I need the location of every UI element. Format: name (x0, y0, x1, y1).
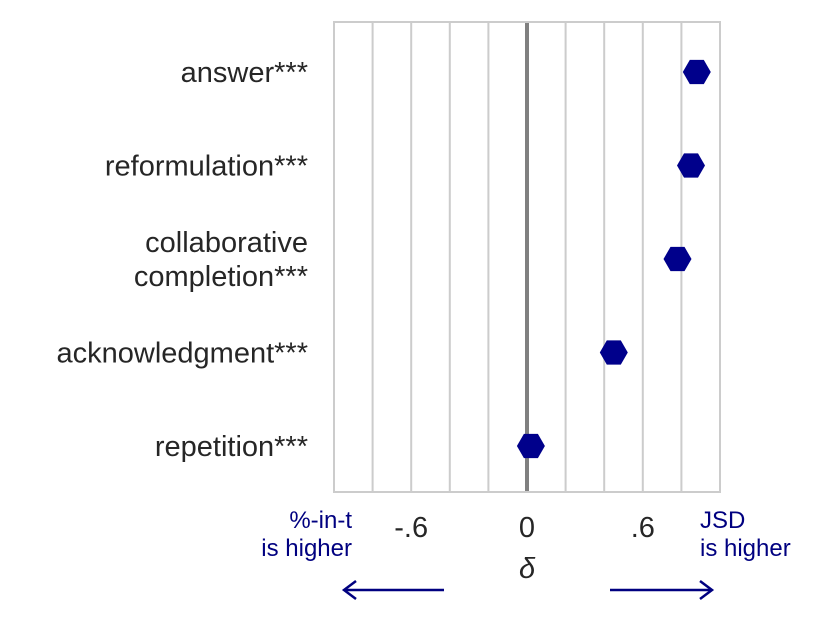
right-note: is higher (700, 535, 791, 562)
x-axis-label: δ (519, 553, 536, 585)
left-note: is higher (261, 535, 352, 562)
data-point-4 (599, 340, 628, 365)
category-label: acknowledgment*** (57, 338, 308, 370)
category-label: answer*** (181, 57, 308, 89)
x-tick-label: 0 (519, 512, 535, 544)
data-point-2 (677, 153, 705, 178)
data-point-1 (682, 59, 711, 85)
right-arrow-head (699, 580, 715, 600)
category-label: collaborative (145, 227, 308, 259)
data-point-3 (663, 246, 692, 272)
gridlines (371, 22, 683, 492)
category-labels: answer*** reformulation*** collaborativeco… (57, 57, 308, 463)
category-label: completion*** (134, 261, 308, 293)
plot-frame (333, 21, 721, 493)
x-tick-label: .6 (631, 512, 655, 544)
left-arrow-head (341, 580, 357, 600)
data-markers (516, 59, 711, 459)
x-tick-labels: -.6 0 .6 (394, 512, 655, 544)
right-note: JSD (700, 507, 745, 534)
left-note: %-in-t (289, 507, 352, 534)
category-label: repetition*** (155, 431, 308, 463)
direction-arrows (341, 580, 715, 600)
data-point-5 (516, 433, 545, 459)
x-tick-label: -.6 (394, 512, 428, 544)
category-label: reformulation*** (105, 151, 308, 183)
